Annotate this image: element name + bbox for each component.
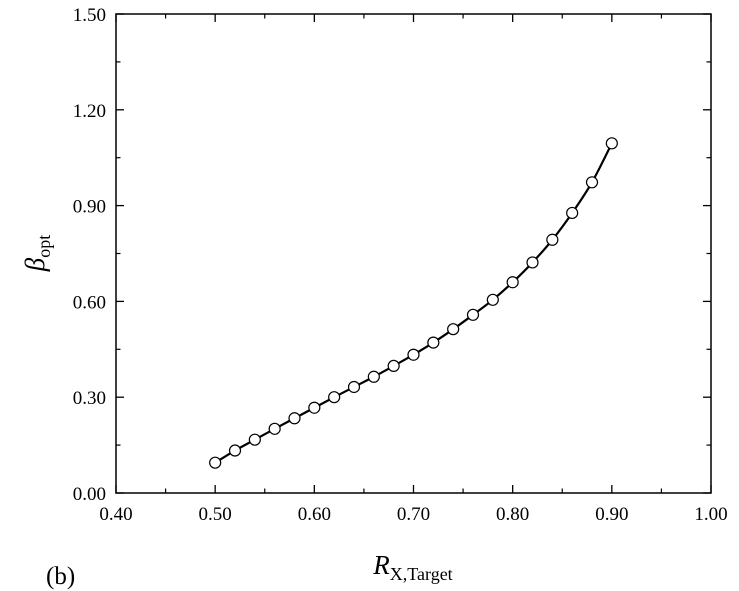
x-tick-label: 0.40	[99, 504, 132, 525]
data-point	[566, 206, 579, 220]
data-point	[546, 233, 559, 246]
x-tick-label: 1.00	[694, 504, 727, 525]
data-point	[605, 137, 618, 150]
data-point	[288, 412, 301, 425]
y-tick-label: 0.00	[73, 484, 106, 505]
x-tick-label: 0.70	[397, 504, 430, 525]
data-point	[407, 348, 420, 361]
data-point	[526, 256, 539, 269]
data-point	[268, 422, 281, 435]
y-tick-label: 1.50	[73, 5, 106, 26]
data-point	[506, 276, 519, 289]
data-point	[427, 336, 440, 349]
data-point	[486, 293, 499, 306]
x-tick-label: 0.50	[199, 504, 232, 525]
data-point	[328, 391, 341, 404]
data-point	[228, 444, 242, 457]
y-tick-label: 0.60	[73, 292, 106, 313]
data-point	[347, 380, 361, 394]
y-tick-label: 0.90	[73, 197, 106, 218]
series-markers	[209, 137, 618, 469]
y-axis-ticks: 0.00 0.30 0.60 0.90 1.20 1.50	[73, 5, 711, 505]
y-tick-label: 1.20	[73, 101, 106, 122]
x-axis-ticks: 0.40 0.50 0.60 0.70 0.80 0.90 1.00	[99, 14, 728, 525]
x-tick-label: 0.80	[496, 504, 529, 525]
x-tick-label: 0.90	[595, 504, 628, 525]
y-axis-label: βopt	[20, 235, 54, 272]
x-axis-label: RX,Target	[372, 550, 452, 584]
data-point	[466, 308, 480, 321]
x-tick-label: 0.60	[298, 504, 331, 525]
data-point	[447, 323, 460, 336]
data-point	[387, 359, 400, 373]
panel-label: (b)	[46, 563, 75, 590]
data-point	[209, 456, 222, 469]
data-point	[585, 176, 599, 189]
data-point	[248, 433, 261, 446]
data-point	[367, 370, 380, 383]
data-point	[308, 401, 321, 414]
plot-area	[115, 13, 712, 494]
y-tick-label: 0.30	[73, 388, 106, 409]
